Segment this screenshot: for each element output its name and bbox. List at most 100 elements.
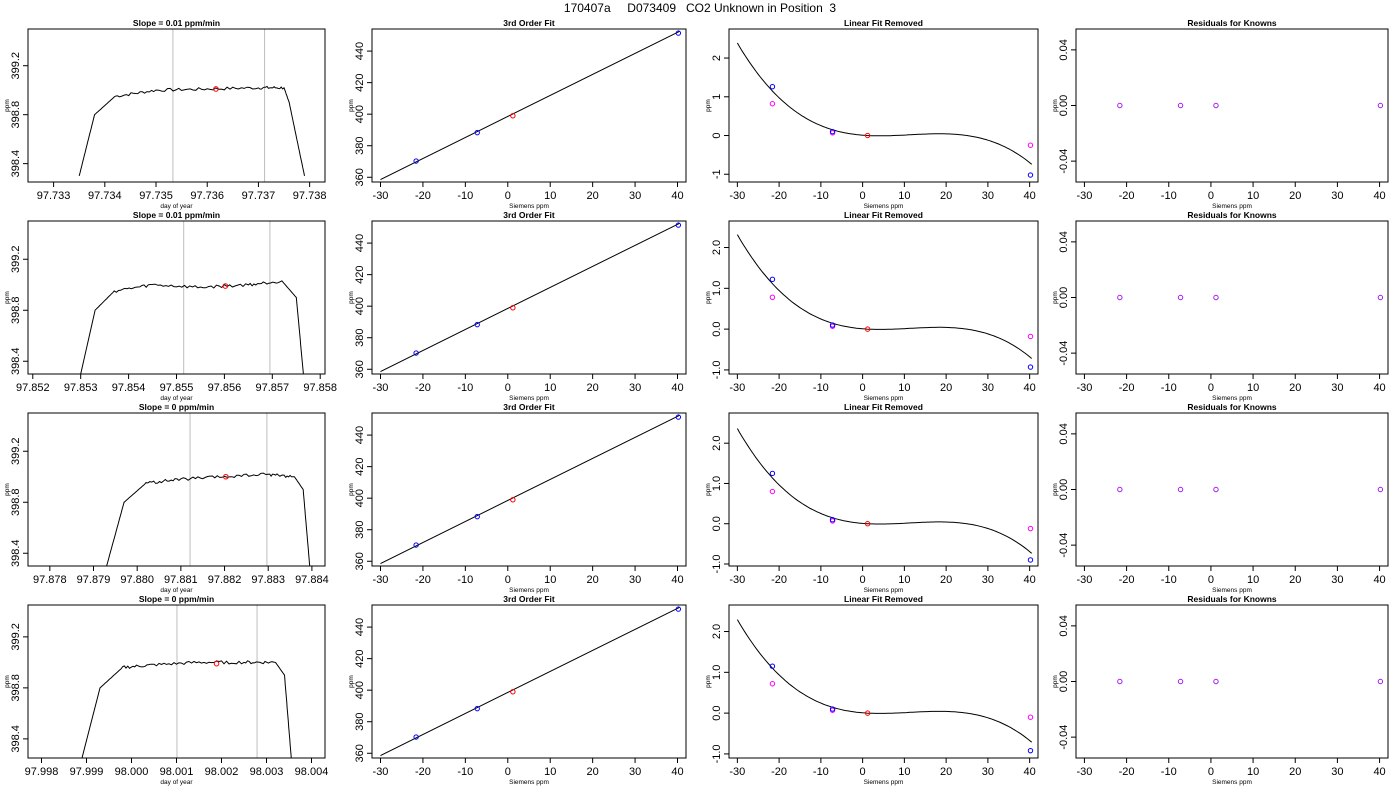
x-tick-label: 0 — [505, 190, 511, 202]
x-tick-label: 0 — [860, 382, 866, 394]
plot-area — [380, 414, 682, 565]
residual-point — [1177, 678, 1184, 685]
x-tick-label: 0 — [1208, 382, 1214, 394]
known-point — [769, 663, 776, 669]
x-axis-label: Siemens ppm — [1212, 203, 1252, 210]
x-tick-label: 40 — [1024, 382, 1036, 394]
unknown-point — [510, 689, 516, 695]
y-tick-label: 0.00 — [1058, 95, 1070, 116]
residual-point — [1377, 294, 1384, 301]
x-tick-label: 10 — [898, 382, 910, 394]
plot-frame — [371, 604, 687, 759]
x-tick-label: 40 — [671, 574, 683, 586]
plot-area — [1117, 486, 1384, 493]
concentration-trace — [80, 280, 304, 374]
x-tick-label: 97.882 — [208, 574, 242, 586]
x-tick-label: -10 — [457, 382, 473, 394]
x-tick-label: -30 — [729, 574, 745, 586]
y-tick-label: 1.0 — [711, 476, 723, 491]
x-tick-label: 97.855 — [160, 382, 194, 394]
y-tick-label: 1.0 — [711, 665, 723, 680]
x-tick-label: 97.884 — [295, 574, 329, 586]
known-point — [1027, 364, 1034, 370]
linear-residual-point — [1027, 333, 1034, 340]
x-tick-label: 0 — [505, 766, 511, 778]
x-tick-label: 30 — [1331, 190, 1343, 202]
x-tick-label: 98.000 — [115, 766, 149, 778]
x-tick-label: 20 — [587, 766, 599, 778]
panel-r2-c4: Residuals for Knowns -30 -20 -10 0 10 20 30 40 -0… — [1052, 210, 1389, 402]
y-tick-label: 2 — [711, 55, 723, 61]
plot-area — [736, 234, 1034, 370]
residual-point — [1177, 102, 1184, 109]
y-tick-label: -1.0 — [711, 360, 723, 379]
panel-title: Linear Fit Removed — [844, 402, 923, 412]
y-tick-label: 0.00 — [1058, 479, 1070, 500]
y-axis-label: ppm — [348, 675, 355, 688]
known-point — [474, 321, 480, 328]
x-tick-label: 97.852 — [16, 382, 50, 394]
x-tick-label: 97.883 — [251, 574, 285, 586]
x-axis-label: day of year — [160, 779, 193, 786]
plot-frame — [728, 220, 1039, 375]
concentration-trace — [78, 85, 305, 177]
x-tick-label: 30 — [1331, 382, 1343, 394]
plot-frame — [371, 220, 687, 375]
y-tick-label: 0.04 — [1058, 423, 1070, 444]
panel-r1-c1: Slope = 0.01 ppm/min 97.733 97.734 97.735 97… — [4, 18, 326, 210]
plot-area — [81, 605, 292, 758]
x-tick-label: 20 — [940, 382, 952, 394]
linear-residual-point — [1027, 142, 1034, 148]
plot-area — [380, 30, 682, 181]
x-tick-label: -20 — [415, 382, 431, 394]
panel-title: Linear Fit Removed — [844, 18, 923, 28]
unknown-point — [864, 326, 871, 332]
linear-residual-point — [1027, 525, 1034, 532]
y-tick-label: 2.0 — [711, 436, 723, 451]
residual-point — [1213, 486, 1219, 493]
plot-frame — [728, 412, 1039, 567]
x-tick-label: 30 — [982, 766, 994, 778]
x-tick-label: 97.734 — [88, 190, 122, 202]
x-tick-label: -30 — [1076, 766, 1092, 778]
plot-frame — [728, 604, 1039, 759]
known-point — [474, 513, 480, 520]
y-tick-label: 398.4 — [10, 150, 22, 178]
unknown-point — [510, 497, 516, 503]
y-tick-label: 0.04 — [1058, 231, 1070, 252]
x-tick-label: 0 — [860, 190, 866, 202]
y-tick-label: 398.8 — [10, 488, 22, 516]
x-tick-label: -10 — [813, 190, 829, 202]
x-tick-label: -10 — [813, 382, 829, 394]
panel-title: Residuals for Knowns — [1187, 402, 1277, 412]
figure-title: 170407a D073409 CO2 Unknown in Position … — [564, 1, 837, 15]
x-axis-label: Siemens ppm — [509, 779, 549, 786]
x-tick-label: -10 — [813, 766, 829, 778]
y-axis-label: ppm — [1052, 99, 1059, 112]
x-tick-label: -30 — [1076, 382, 1092, 394]
y-tick-label: 360 — [354, 360, 366, 378]
y-tick-label: 398.4 — [10, 347, 22, 375]
x-tick-label: 20 — [1289, 574, 1301, 586]
residual-point — [1117, 678, 1123, 685]
x-tick-label: 98.003 — [250, 766, 284, 778]
y-tick-label: 0.00 — [1058, 287, 1070, 308]
known-point — [474, 705, 480, 712]
y-tick-label: 399.2 — [10, 245, 22, 273]
known-point — [474, 129, 480, 136]
panel-grid: Slope = 0.01 ppm/min 97.733 97.734 97.735 97… — [4, 18, 1389, 786]
unknown-point — [864, 132, 871, 139]
x-tick-label: 30 — [1331, 574, 1343, 586]
unknown-point — [864, 521, 871, 527]
linear-residual-point — [769, 101, 776, 107]
y-tick-label: 1 — [711, 94, 723, 100]
x-tick-label: 0 — [860, 766, 866, 778]
x-tick-label: -10 — [457, 766, 473, 778]
x-tick-label: -10 — [1161, 574, 1177, 586]
x-tick-label: -20 — [415, 574, 431, 586]
residual-point — [1177, 294, 1184, 301]
panel-title: Slope = 0.01 ppm/min — [133, 210, 220, 220]
plot-area — [380, 606, 682, 757]
x-tick-label: 97.881 — [164, 574, 198, 586]
x-axis-label: Siemens ppm — [864, 203, 904, 210]
